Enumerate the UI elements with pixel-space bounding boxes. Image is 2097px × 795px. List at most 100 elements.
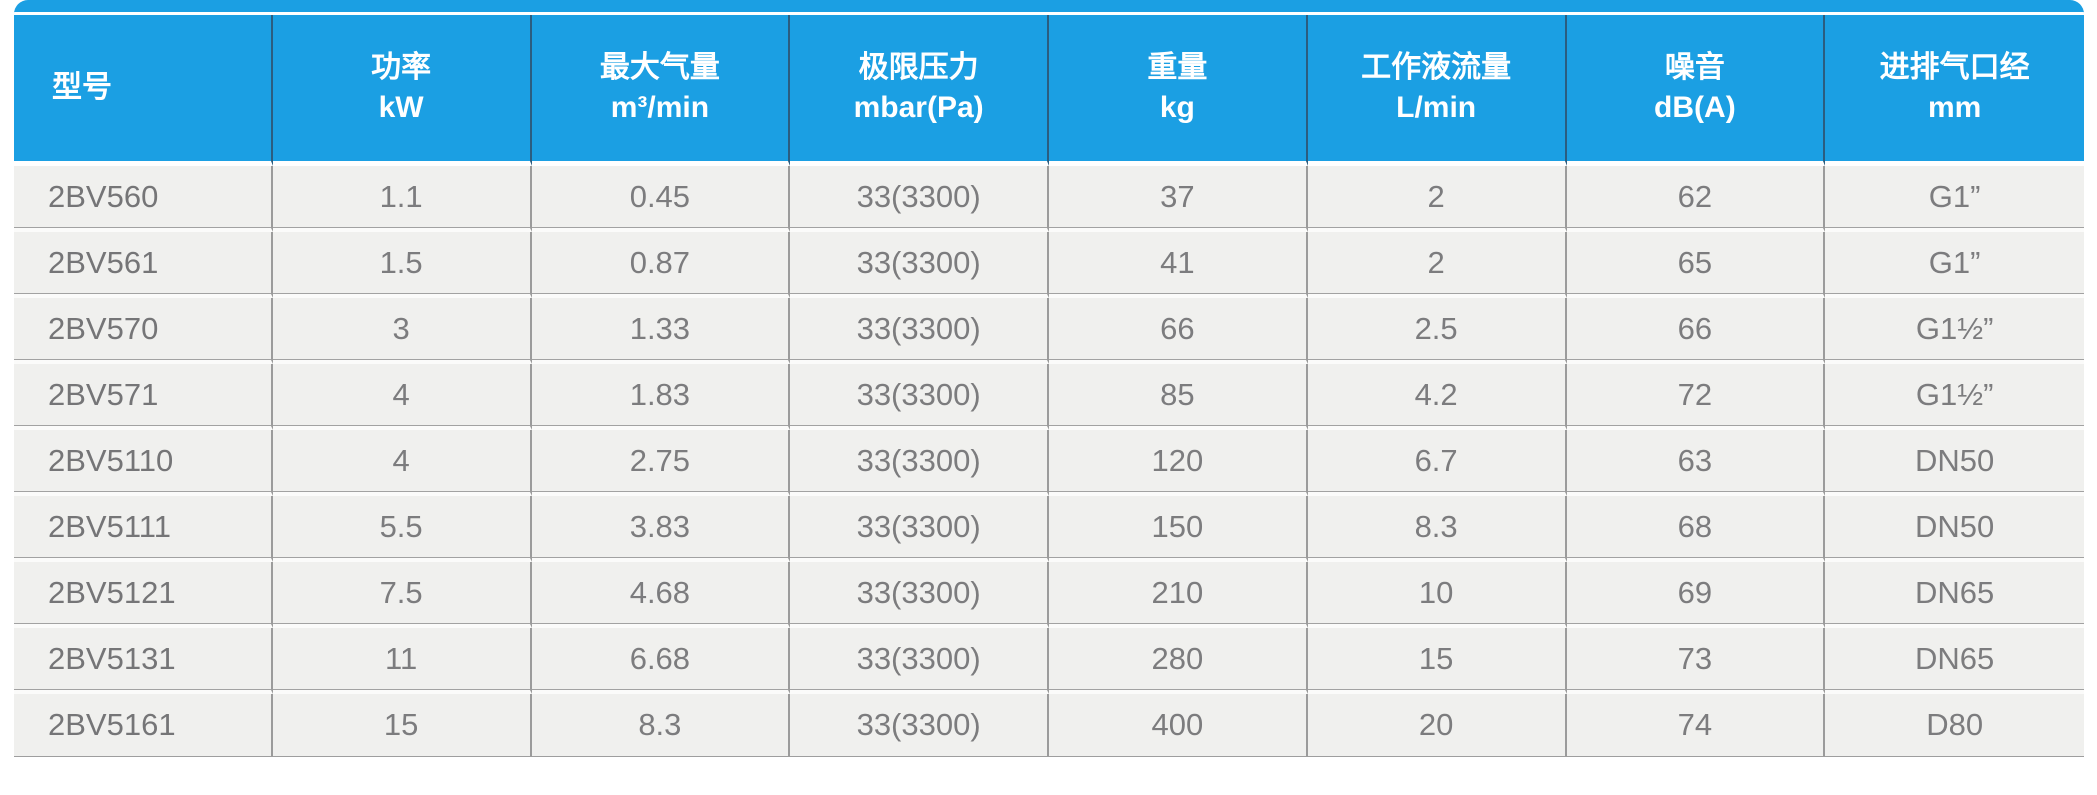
- cell-model: 2BV561: [14, 232, 273, 298]
- cell-max-airflow: 1.83: [531, 364, 791, 430]
- cell-port-diameter: G1½”: [1825, 298, 2084, 364]
- cell-ultimate-pressure: 33(3300): [790, 694, 1049, 757]
- header-port-diameter-unit: mm: [1927, 91, 1982, 124]
- cell-power: 15: [272, 694, 532, 757]
- cell-model: 2BV571: [14, 364, 273, 430]
- header-liquid-flow-label: 工作液流量: [1361, 51, 1512, 85]
- cell-port-diameter: DN50: [1825, 496, 2084, 562]
- spec-table-card: 型号 功率 kW 最大气量 m³/min 极限压力 mbar(Pa): [14, 0, 2084, 757]
- cell-model: 2BV5161: [14, 694, 273, 757]
- cell-ultimate-pressure: 33(3300): [790, 496, 1049, 562]
- header-max-airflow-label: 最大气量: [599, 51, 720, 85]
- cell-weight: 400: [1049, 694, 1308, 757]
- cell-liquid-flow: 15: [1307, 628, 1567, 694]
- cell-noise: 68: [1566, 496, 1826, 562]
- cell-power: 3: [272, 298, 532, 364]
- header-power: 功率 kW: [272, 15, 532, 166]
- cell-power: 5.5: [272, 496, 532, 562]
- cell-power: 11: [272, 628, 532, 694]
- cell-liquid-flow: 20: [1307, 694, 1567, 757]
- header-port-diameter-label: 进排气口经: [1879, 51, 2030, 85]
- cell-noise: 63: [1566, 430, 1826, 496]
- header-power-unit: kW: [378, 91, 424, 124]
- header-max-airflow-unit: m³/min: [610, 91, 710, 124]
- header-liquid-flow-unit: L/min: [1396, 91, 1477, 124]
- cell-max-airflow: 6.68: [531, 628, 791, 694]
- cell-weight: 280: [1049, 628, 1308, 694]
- table-row: 2BV571 4 1.83 33(3300) 85 4.2 72 G1½”: [14, 364, 2084, 430]
- cell-max-airflow: 8.3: [531, 694, 791, 757]
- cell-weight: 85: [1049, 364, 1308, 430]
- cell-model: 2BV570: [14, 298, 273, 364]
- table-row: 2BV560 1.1 0.45 33(3300) 37 2 62 G1”: [14, 166, 2084, 232]
- cell-max-airflow: 4.68: [531, 562, 791, 628]
- cell-liquid-flow: 8.3: [1307, 496, 1567, 562]
- cell-weight: 210: [1049, 562, 1308, 628]
- header-model: 型号: [14, 15, 273, 166]
- cell-model: 2BV5131: [14, 628, 273, 694]
- table-row: 2BV5121 7.5 4.68 33(3300) 210 10 69 DN65: [14, 562, 2084, 628]
- cell-ultimate-pressure: 33(3300): [790, 430, 1049, 496]
- header-accent-bar: [14, 0, 2084, 15]
- cell-power: 4: [272, 430, 532, 496]
- spec-table: 型号 功率 kW 最大气量 m³/min 极限压力 mbar(Pa): [14, 15, 2084, 757]
- table-row: 2BV5111 5.5 3.83 33(3300) 150 8.3 68 DN5…: [14, 496, 2084, 562]
- cell-port-diameter: D80: [1825, 694, 2084, 757]
- cell-model: 2BV5110: [14, 430, 273, 496]
- cell-ultimate-pressure: 33(3300): [790, 166, 1049, 232]
- cell-max-airflow: 2.75: [531, 430, 791, 496]
- cell-noise: 73: [1566, 628, 1826, 694]
- cell-ultimate-pressure: 33(3300): [790, 628, 1049, 694]
- cell-weight: 41: [1049, 232, 1308, 298]
- cell-liquid-flow: 2: [1307, 232, 1567, 298]
- cell-model: 2BV5111: [14, 496, 273, 562]
- cell-liquid-flow: 4.2: [1307, 364, 1567, 430]
- cell-ultimate-pressure: 33(3300): [790, 562, 1049, 628]
- header-ultimate-pressure-unit: mbar(Pa): [853, 91, 984, 124]
- header-noise-unit: dB(A): [1654, 91, 1736, 124]
- cell-noise: 65: [1566, 232, 1826, 298]
- table-row: 2BV5131 11 6.68 33(3300) 280 15 73 DN65: [14, 628, 2084, 694]
- cell-noise: 66: [1566, 298, 1826, 364]
- cell-port-diameter: G1½”: [1825, 364, 2084, 430]
- table-header: 型号 功率 kW 最大气量 m³/min 极限压力 mbar(Pa): [14, 15, 2084, 166]
- header-weight-unit: kg: [1159, 91, 1195, 124]
- header-noise-label: 噪音: [1664, 51, 1725, 85]
- cell-max-airflow: 0.45: [531, 166, 791, 232]
- header-power-label: 功率: [371, 51, 432, 85]
- cell-ultimate-pressure: 33(3300): [790, 232, 1049, 298]
- cell-noise: 72: [1566, 364, 1826, 430]
- cell-max-airflow: 3.83: [531, 496, 791, 562]
- cell-power: 1.1: [272, 166, 532, 232]
- header-weight: 重量 kg: [1049, 15, 1308, 166]
- cell-weight: 66: [1049, 298, 1308, 364]
- cell-liquid-flow: 10: [1307, 562, 1567, 628]
- header-row: 型号 功率 kW 最大气量 m³/min 极限压力 mbar(Pa): [14, 15, 2084, 166]
- cell-max-airflow: 0.87: [531, 232, 791, 298]
- cell-power: 1.5: [272, 232, 532, 298]
- header-noise: 噪音 dB(A): [1566, 15, 1826, 166]
- cell-port-diameter: G1”: [1825, 232, 2084, 298]
- cell-port-diameter: G1”: [1825, 166, 2084, 232]
- header-port-diameter: 进排气口经 mm: [1825, 15, 2084, 166]
- cell-ultimate-pressure: 33(3300): [790, 364, 1049, 430]
- cell-noise: 74: [1566, 694, 1826, 757]
- cell-liquid-flow: 2.5: [1307, 298, 1567, 364]
- cell-ultimate-pressure: 33(3300): [790, 298, 1049, 364]
- cell-max-airflow: 1.33: [531, 298, 791, 364]
- cell-liquid-flow: 2: [1307, 166, 1567, 232]
- header-model-label: 型号: [52, 71, 112, 105]
- cell-noise: 69: [1566, 562, 1826, 628]
- cell-liquid-flow: 6.7: [1307, 430, 1567, 496]
- cell-weight: 37: [1049, 166, 1308, 232]
- cell-port-diameter: DN65: [1825, 562, 2084, 628]
- header-liquid-flow: 工作液流量 L/min: [1307, 15, 1567, 166]
- table-row: 2BV570 3 1.33 33(3300) 66 2.5 66 G1½”: [14, 298, 2084, 364]
- cell-port-diameter: DN50: [1825, 430, 2084, 496]
- cell-noise: 62: [1566, 166, 1826, 232]
- table-body: 2BV560 1.1 0.45 33(3300) 37 2 62 G1” 2BV…: [14, 166, 2084, 757]
- cell-weight: 120: [1049, 430, 1308, 496]
- cell-model: 2BV5121: [14, 562, 273, 628]
- cell-port-diameter: DN65: [1825, 628, 2084, 694]
